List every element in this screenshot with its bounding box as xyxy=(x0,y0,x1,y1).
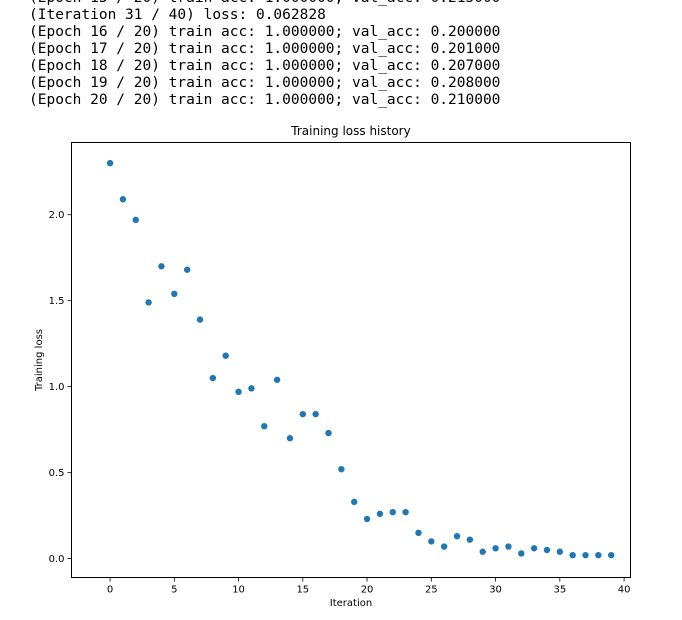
data-point xyxy=(132,216,139,224)
x-tick-label: 35 xyxy=(553,585,566,596)
log-line: (Epoch 19 / 20) train acc: 1.000000; val… xyxy=(29,75,501,91)
plot-area-frame xyxy=(71,142,631,578)
data-point xyxy=(183,266,191,273)
x-tick-label: 10 xyxy=(232,585,245,596)
data-point xyxy=(145,299,152,306)
x-tick-label: 30 xyxy=(489,585,502,596)
data-point xyxy=(312,410,319,418)
data-point xyxy=(415,529,422,536)
data-point xyxy=(325,429,332,437)
log-line: (Epoch 17 / 20) train acc: 1.000000; val… xyxy=(29,41,501,57)
data-point xyxy=(595,551,602,559)
y-tick-label: 1.0 xyxy=(49,382,65,393)
data-point xyxy=(492,545,499,552)
data-point xyxy=(428,538,435,545)
data-point xyxy=(286,435,294,442)
data-point xyxy=(608,551,615,559)
data-point xyxy=(235,388,242,396)
data-point xyxy=(440,543,448,550)
data-point xyxy=(389,508,396,516)
data-point xyxy=(402,508,409,516)
data-point xyxy=(119,196,127,203)
data-point xyxy=(376,510,384,518)
y-axis-label: Training loss xyxy=(34,329,45,392)
x-tick-label: 0 xyxy=(107,585,113,596)
y-tick-label: 2.0 xyxy=(49,210,65,221)
data-point xyxy=(582,551,589,559)
x-tick-label: 15 xyxy=(296,585,309,596)
data-point xyxy=(209,374,217,382)
x-tick-label: 20 xyxy=(361,585,374,596)
data-point xyxy=(158,263,165,270)
y-tick-label: 0.5 xyxy=(49,468,65,479)
data-point xyxy=(466,536,474,543)
data-point xyxy=(196,316,204,323)
log-line: (Epoch 16 / 20) train acc: 1.000000; val… xyxy=(29,24,501,40)
x-tick-label: 40 xyxy=(618,585,631,596)
data-point xyxy=(273,376,281,383)
data-point xyxy=(556,548,564,555)
data-point xyxy=(338,465,345,473)
data-point xyxy=(569,551,576,559)
data-point xyxy=(479,548,486,555)
data-point xyxy=(505,543,512,550)
log-line: (Iteration 31 / 40) loss: 0.062828 xyxy=(29,7,326,23)
data-point xyxy=(299,410,307,418)
cell-output-log: (Epoch 15 / 20) train acc: 1.000000; val… xyxy=(29,0,500,109)
data-point xyxy=(453,533,461,540)
data-point xyxy=(222,352,229,359)
data-point xyxy=(106,159,114,167)
data-point xyxy=(248,385,255,392)
data-point xyxy=(530,545,538,552)
x-tick-label: 25 xyxy=(425,585,438,596)
data-point xyxy=(518,550,525,557)
data-point xyxy=(261,423,268,430)
y-tick-label: 1.5 xyxy=(49,296,65,307)
x-tick-label: 5 xyxy=(171,585,177,596)
data-point xyxy=(543,546,551,554)
data-point xyxy=(171,290,178,297)
chart-title: Training loss history xyxy=(290,124,410,138)
y-tick-label: 0.0 xyxy=(49,554,65,565)
x-axis-label: Iteration xyxy=(330,598,372,609)
log-line: (Epoch 20 / 20) train acc: 1.000000; val… xyxy=(29,92,501,108)
data-point xyxy=(351,498,358,506)
data-point xyxy=(363,515,371,523)
log-line: (Epoch 15 / 20) train acc: 1.000000; val… xyxy=(29,0,500,7)
log-line: (Epoch 18 / 20) train acc: 1.000000; val… xyxy=(29,58,501,74)
